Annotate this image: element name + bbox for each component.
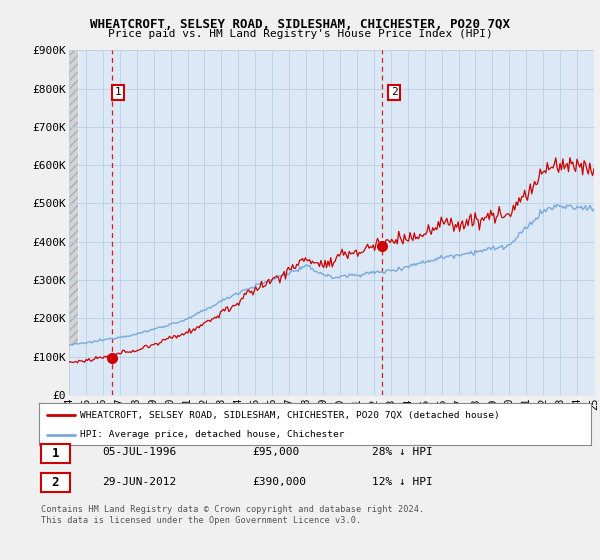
Text: 05-JUL-1996: 05-JUL-1996 (102, 447, 176, 458)
Text: 28% ↓ HPI: 28% ↓ HPI (372, 447, 433, 458)
Bar (69, 50, 79, 395)
Text: 1: 1 (115, 87, 121, 97)
Text: 2: 2 (52, 475, 59, 489)
Text: 1: 1 (52, 446, 59, 460)
Text: 12% ↓ HPI: 12% ↓ HPI (372, 477, 433, 487)
Text: 29-JUN-2012: 29-JUN-2012 (102, 477, 176, 487)
Bar (69, 50, 79, 395)
Text: £95,000: £95,000 (252, 447, 299, 458)
Text: £390,000: £390,000 (252, 477, 306, 487)
Text: WHEATCROFT, SELSEY ROAD, SIDLESHAM, CHICHESTER, PO20 7QX (detached house): WHEATCROFT, SELSEY ROAD, SIDLESHAM, CHIC… (80, 410, 500, 419)
Text: Price paid vs. HM Land Registry's House Price Index (HPI): Price paid vs. HM Land Registry's House … (107, 29, 493, 39)
Text: Contains HM Land Registry data © Crown copyright and database right 2024.
This d: Contains HM Land Registry data © Crown c… (41, 505, 424, 525)
Text: 2: 2 (391, 87, 398, 97)
Text: HPI: Average price, detached house, Chichester: HPI: Average price, detached house, Chic… (80, 430, 345, 439)
Text: WHEATCROFT, SELSEY ROAD, SIDLESHAM, CHICHESTER, PO20 7QX: WHEATCROFT, SELSEY ROAD, SIDLESHAM, CHIC… (90, 18, 510, 31)
